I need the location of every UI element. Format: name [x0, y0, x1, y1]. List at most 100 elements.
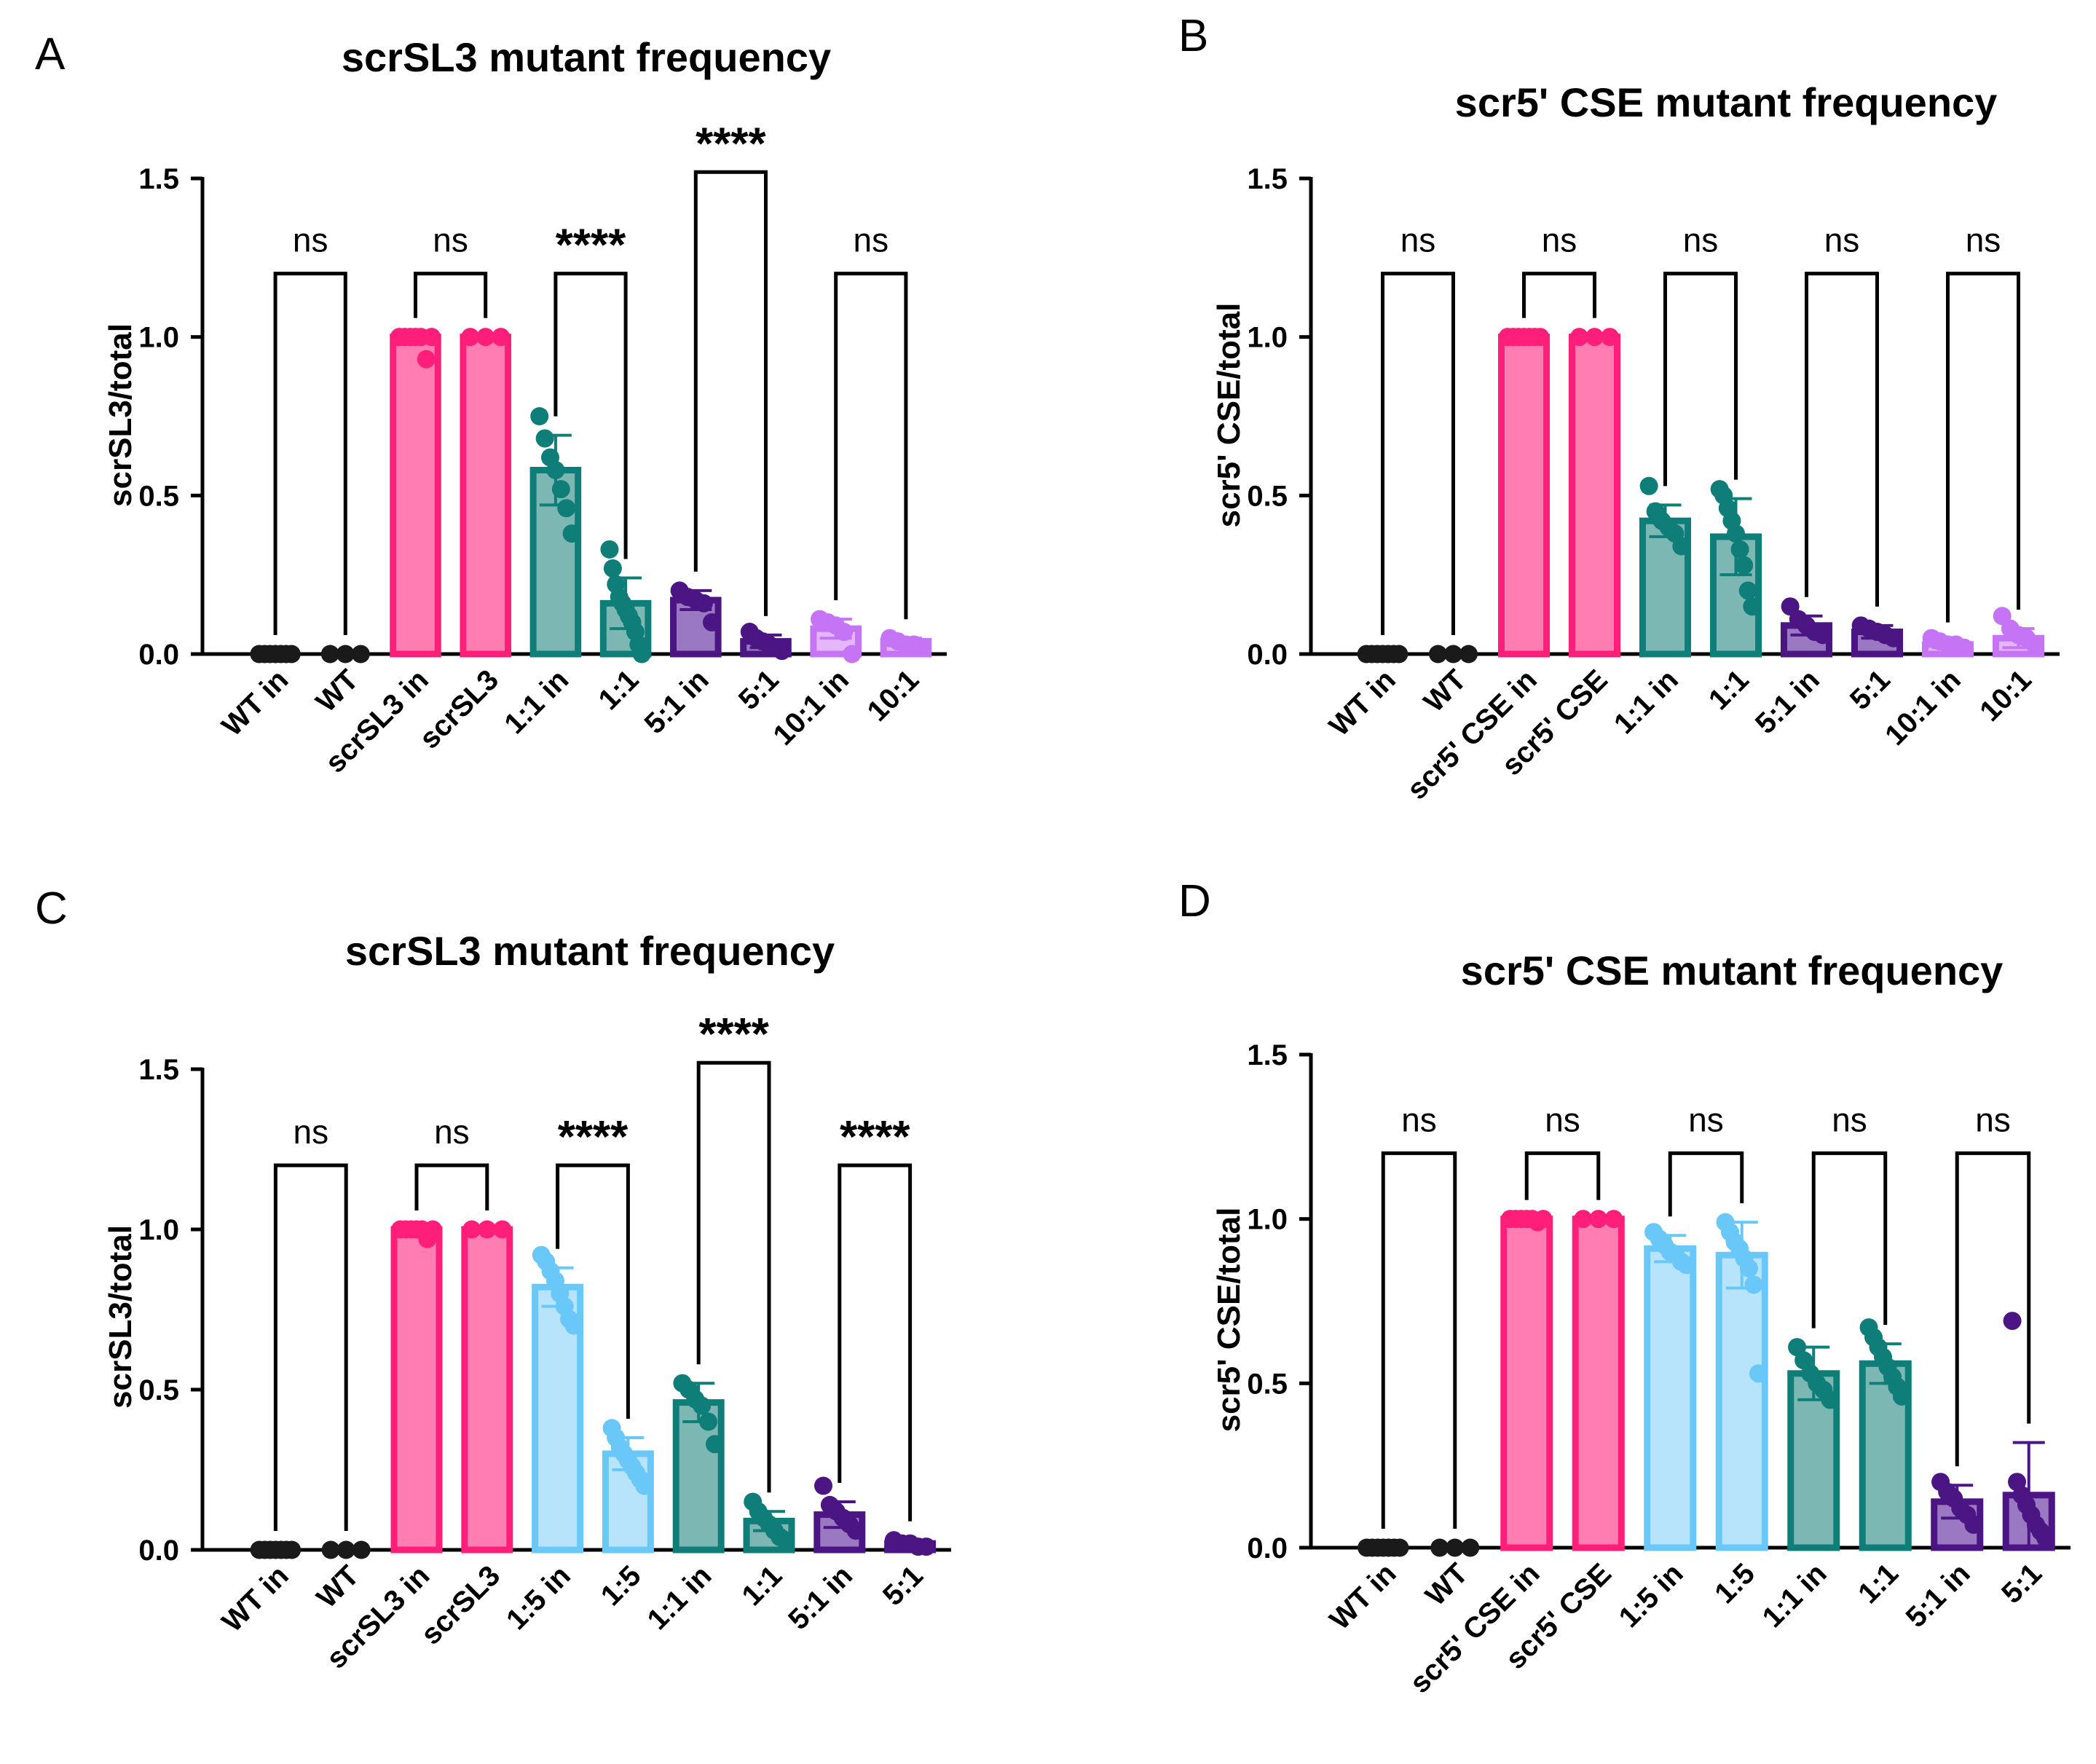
y-tick-label: 0.5: [138, 480, 179, 512]
data-point: [1430, 1538, 1449, 1557]
significance-bracket: [1381, 1151, 1457, 1529]
panel-a: A scrSL3 mutant frequency scrSL3/total 0…: [35, 29, 947, 779]
data-point: [1604, 1210, 1623, 1229]
significance-label: ns: [1545, 1100, 1580, 1138]
data-point: [1570, 328, 1588, 347]
significance-label: ****: [696, 119, 766, 169]
x-tick-label: 1:5: [595, 1559, 647, 1612]
data-point: [1735, 556, 1754, 575]
x-tick-label: 5:1 in: [639, 664, 715, 740]
data-point: [1429, 645, 1447, 664]
data-point: [843, 645, 862, 664]
data-point: [2003, 1312, 2022, 1331]
chart-title: scr5' CSE mutant frequency: [1455, 79, 1998, 125]
significance-bracket: [1955, 1151, 2031, 1467]
y-axis-label: scrSL3/total: [103, 323, 138, 507]
data-point: [1390, 645, 1409, 664]
significance-label: ns: [1975, 1100, 2011, 1138]
panel-letter-c: C: [35, 883, 68, 934]
data-point: [336, 645, 355, 664]
data-point: [282, 645, 301, 664]
significance-bracket: [1668, 1151, 1744, 1217]
data-point: [493, 1220, 512, 1239]
y-axis-label: scrSL3/total: [103, 1225, 138, 1409]
data-point: [1813, 626, 1832, 645]
data-point: [913, 638, 931, 657]
significance-bracket: [273, 272, 347, 635]
data-point: [2036, 1528, 2054, 1547]
data-point: [635, 1476, 654, 1495]
data-point: [557, 499, 576, 518]
y-axis-label: scr5' CSE/total: [1211, 1208, 1247, 1433]
chart-title: scr5' CSE mutant frequency: [1461, 948, 2004, 993]
bar: [460, 334, 511, 658]
data-point: [1884, 629, 1903, 647]
x-tick-label: 1:1: [1703, 664, 1755, 716]
y-tick-label: 1.0: [138, 1214, 179, 1246]
data-point: [1446, 1538, 1465, 1557]
data-point: [699, 1412, 718, 1431]
significance-label: ****: [556, 221, 626, 271]
data-point: [917, 1537, 936, 1556]
data-point: [706, 1435, 725, 1454]
data-point: [352, 1540, 371, 1559]
data-point: [813, 1476, 832, 1495]
chart-title: scrSL3 mutant frequency: [342, 34, 831, 80]
data-point: [846, 1521, 865, 1540]
bar: [390, 1226, 443, 1554]
data-point: [1574, 1210, 1593, 1229]
data-point: [546, 461, 565, 480]
data-point: [530, 407, 549, 425]
x-tick-label: 10:1 in: [767, 664, 855, 752]
significance-bracket: [1663, 272, 1738, 487]
x-tick-label: 1:5 in: [1613, 1557, 1690, 1634]
x-tick-label: 10:1 in: [1879, 664, 1967, 752]
data-point: [603, 559, 622, 578]
data-point: [564, 1316, 583, 1335]
significance-bracket: [838, 1163, 913, 1521]
data-point: [776, 1531, 795, 1550]
data-point: [462, 1220, 481, 1239]
significance-label: ns: [1400, 221, 1436, 259]
significance-label: ns: [433, 221, 468, 259]
y-tick-label: 0.0: [1247, 1532, 1288, 1564]
data-point: [1589, 1210, 1608, 1229]
y-tick-label: 1.0: [1247, 322, 1288, 354]
y-tick-label: 1.0: [1247, 1204, 1288, 1236]
data-point: [1531, 328, 1550, 347]
data-point: [1585, 328, 1604, 347]
x-tick-label: 5:1 in: [1900, 1557, 1977, 1634]
x-tick-label: 1:1 in: [642, 1559, 718, 1636]
data-point: [600, 540, 619, 559]
y-tick-label: 1.5: [1247, 1039, 1288, 1071]
data-point: [320, 645, 339, 664]
y-tick-label: 0.0: [138, 1535, 179, 1567]
significance-label: ns: [1401, 1100, 1437, 1138]
data-point: [1821, 1390, 1840, 1409]
x-tick-label: 1:1 in: [1608, 664, 1685, 740]
bar: [1500, 1216, 1553, 1551]
x-tick-label: WT: [310, 664, 365, 718]
y-tick-label: 0.5: [138, 1374, 179, 1406]
data-point: [1390, 1538, 1409, 1557]
data-point: [562, 524, 581, 543]
data-point: [336, 1540, 355, 1559]
significance-label: ****: [840, 1112, 910, 1162]
x-tick-label: 1:1: [736, 1559, 788, 1612]
x-tick-label: WT: [1419, 1557, 1474, 1612]
significance-label: ns: [854, 221, 889, 259]
panel-letter-a: A: [35, 29, 66, 79]
y-tick-label: 1.0: [138, 322, 179, 354]
data-point: [693, 1396, 712, 1415]
data-point: [1672, 537, 1691, 556]
x-tick-label: scrSL3: [414, 664, 505, 755]
significance-bracket: [414, 1163, 489, 1210]
x-tick-label: 1:1: [592, 664, 645, 716]
data-point: [632, 645, 651, 664]
data-point: [1739, 1259, 1758, 1277]
data-point: [1601, 328, 1619, 347]
significance-bracket: [696, 1060, 771, 1493]
significance-bracket: [1522, 272, 1596, 318]
